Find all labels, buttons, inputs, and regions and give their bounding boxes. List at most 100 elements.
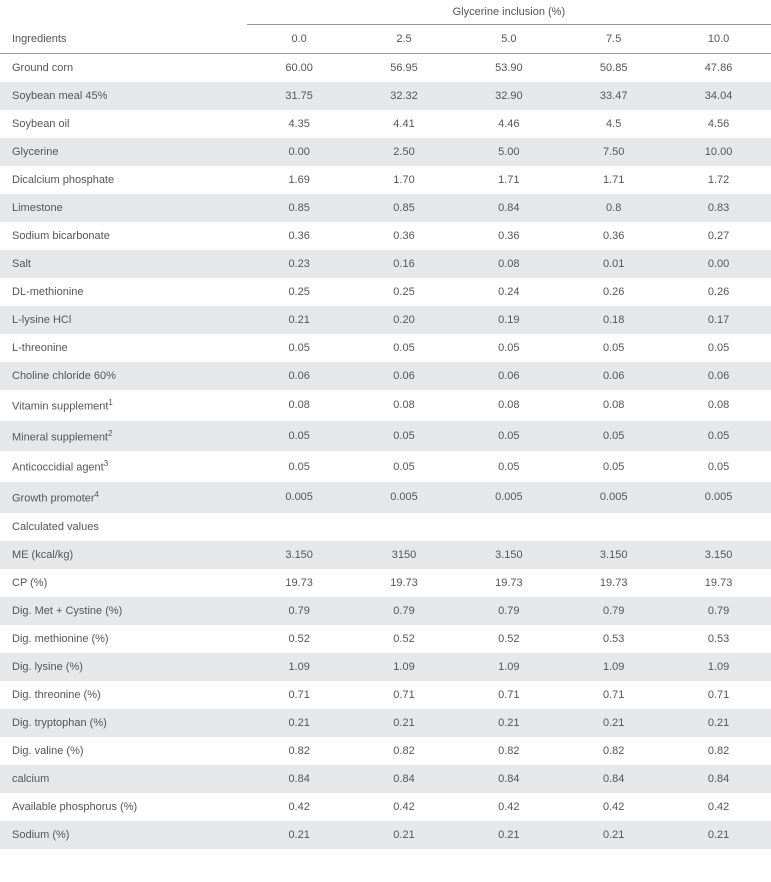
row-label: Choline chloride 60% (0, 362, 247, 390)
row-value: 53.90 (456, 54, 561, 83)
row-value: 0.08 (352, 390, 457, 421)
table-row: Dig. Met + Cystine (%)0.790.790.790.790.… (0, 597, 771, 625)
footnote-ref: 2 (108, 429, 112, 438)
section-label: Calculated values (0, 513, 771, 541)
row-label: Dig. methionine (%) (0, 625, 247, 653)
row-value: 0.36 (456, 222, 561, 250)
row-value: 34.04 (666, 82, 771, 110)
row-label: Mineral supplement2 (0, 421, 247, 452)
row-value: 0.19 (456, 306, 561, 334)
row-value: 0.82 (247, 737, 352, 765)
table-row: Soybean meal 45%31.7532.3232.9033.4734.0… (0, 82, 771, 110)
row-value: 0.05 (561, 451, 666, 482)
row-label: L-threonine (0, 334, 247, 362)
row-value: 31.75 (247, 82, 352, 110)
col-2: 5.0 (456, 25, 561, 54)
row-value: 0.21 (352, 821, 457, 849)
row-value: 0.84 (456, 194, 561, 222)
row-value: 0.53 (666, 625, 771, 653)
row-value: 0.05 (561, 334, 666, 362)
table-row: DL-methionine0.250.250.240.260.26 (0, 278, 771, 306)
row-value: 0.82 (561, 737, 666, 765)
col-0: 0.0 (247, 25, 352, 54)
row-value: 3150 (352, 541, 457, 569)
row-value: 0.71 (561, 681, 666, 709)
row-value: 1.09 (561, 653, 666, 681)
row-value: 10.00 (666, 138, 771, 166)
table-row: Growth promoter40.0050.0050.0050.0050.00… (0, 482, 771, 513)
row-label: Anticoccidial agent3 (0, 451, 247, 482)
row-value: 0.00 (247, 138, 352, 166)
row-value: 0.005 (247, 482, 352, 513)
row-value: 0.21 (561, 709, 666, 737)
row-value: 0.21 (666, 821, 771, 849)
row-value: 0.23 (247, 250, 352, 278)
row-value: 0.42 (352, 793, 457, 821)
row-value: 4.46 (456, 110, 561, 138)
row-value: 0.25 (352, 278, 457, 306)
row-value: 0.36 (561, 222, 666, 250)
ingredients-table: Glycerine inclusion (%) Ingredients 0.0 … (0, 0, 771, 849)
row-value: 0.71 (247, 681, 352, 709)
row-value: 0.05 (456, 451, 561, 482)
row-value: 0.26 (666, 278, 771, 306)
row-value: 1.09 (247, 653, 352, 681)
table-row: Sodium (%)0.210.210.210.210.21 (0, 821, 771, 849)
row-value: 19.73 (561, 569, 666, 597)
row-value: 0.005 (666, 482, 771, 513)
row-value: 0.005 (352, 482, 457, 513)
row-value: 0.21 (666, 709, 771, 737)
table-row: Available phosphorus (%)0.420.420.420.42… (0, 793, 771, 821)
row-value: 0.005 (561, 482, 666, 513)
row-value: 0.71 (666, 681, 771, 709)
row-value: 0.82 (352, 737, 457, 765)
row-value: 2.50 (352, 138, 457, 166)
row-value: 50.85 (561, 54, 666, 83)
spanner-row: Glycerine inclusion (%) (0, 0, 771, 25)
row-value: 0.21 (456, 821, 561, 849)
row-value: 7.50 (561, 138, 666, 166)
table-row: Limestone0.850.850.840.80.83 (0, 194, 771, 222)
row-value: 1.72 (666, 166, 771, 194)
row-value: 0.01 (561, 250, 666, 278)
row-value: 0.8 (561, 194, 666, 222)
table-body: Ground corn60.0056.9553.9050.8547.86Soyb… (0, 54, 771, 849)
row-label: Sodium (%) (0, 821, 247, 849)
table-row: Dig. threonine (%)0.710.710.710.710.71 (0, 681, 771, 709)
row-value: 0.05 (352, 451, 457, 482)
row-value: 4.35 (247, 110, 352, 138)
section-row: Calculated values (0, 513, 771, 541)
row-value: 0.06 (247, 362, 352, 390)
table-row: Dig. tryptophan (%)0.210.210.210.210.21 (0, 709, 771, 737)
row-value: 0.06 (561, 362, 666, 390)
row-label: Dig. tryptophan (%) (0, 709, 247, 737)
row-label: Dig. valine (%) (0, 737, 247, 765)
row-value: 0.00 (666, 250, 771, 278)
header-row: Ingredients 0.0 2.5 5.0 7.5 10.0 (0, 25, 771, 54)
row-value: 0.42 (666, 793, 771, 821)
row-label: CP (%) (0, 569, 247, 597)
row-label: Dicalcium phosphate (0, 166, 247, 194)
row-value: 0.79 (456, 597, 561, 625)
row-value: 33.47 (561, 82, 666, 110)
row-value: 0.79 (247, 597, 352, 625)
row-value: 0.08 (561, 390, 666, 421)
row-value: 0.83 (666, 194, 771, 222)
spanner-empty (0, 0, 247, 25)
row-label: DL-methionine (0, 278, 247, 306)
row-value: 3.150 (456, 541, 561, 569)
table-row: Dig. valine (%)0.820.820.820.820.82 (0, 737, 771, 765)
row-value: 0.71 (352, 681, 457, 709)
table-row: calcium0.840.840.840.840.84 (0, 765, 771, 793)
row-label: Sodium bicarbonate (0, 222, 247, 250)
row-value: 0.84 (456, 765, 561, 793)
row-value: 0.53 (561, 625, 666, 653)
row-value: 3.150 (247, 541, 352, 569)
row-value: 0.21 (456, 709, 561, 737)
row-value: 0.25 (247, 278, 352, 306)
row-value: 0.08 (666, 390, 771, 421)
table-row: Glycerine0.002.505.007.5010.00 (0, 138, 771, 166)
row-value: 0.79 (561, 597, 666, 625)
row-value: 0.05 (352, 421, 457, 452)
row-value: 0.82 (666, 737, 771, 765)
